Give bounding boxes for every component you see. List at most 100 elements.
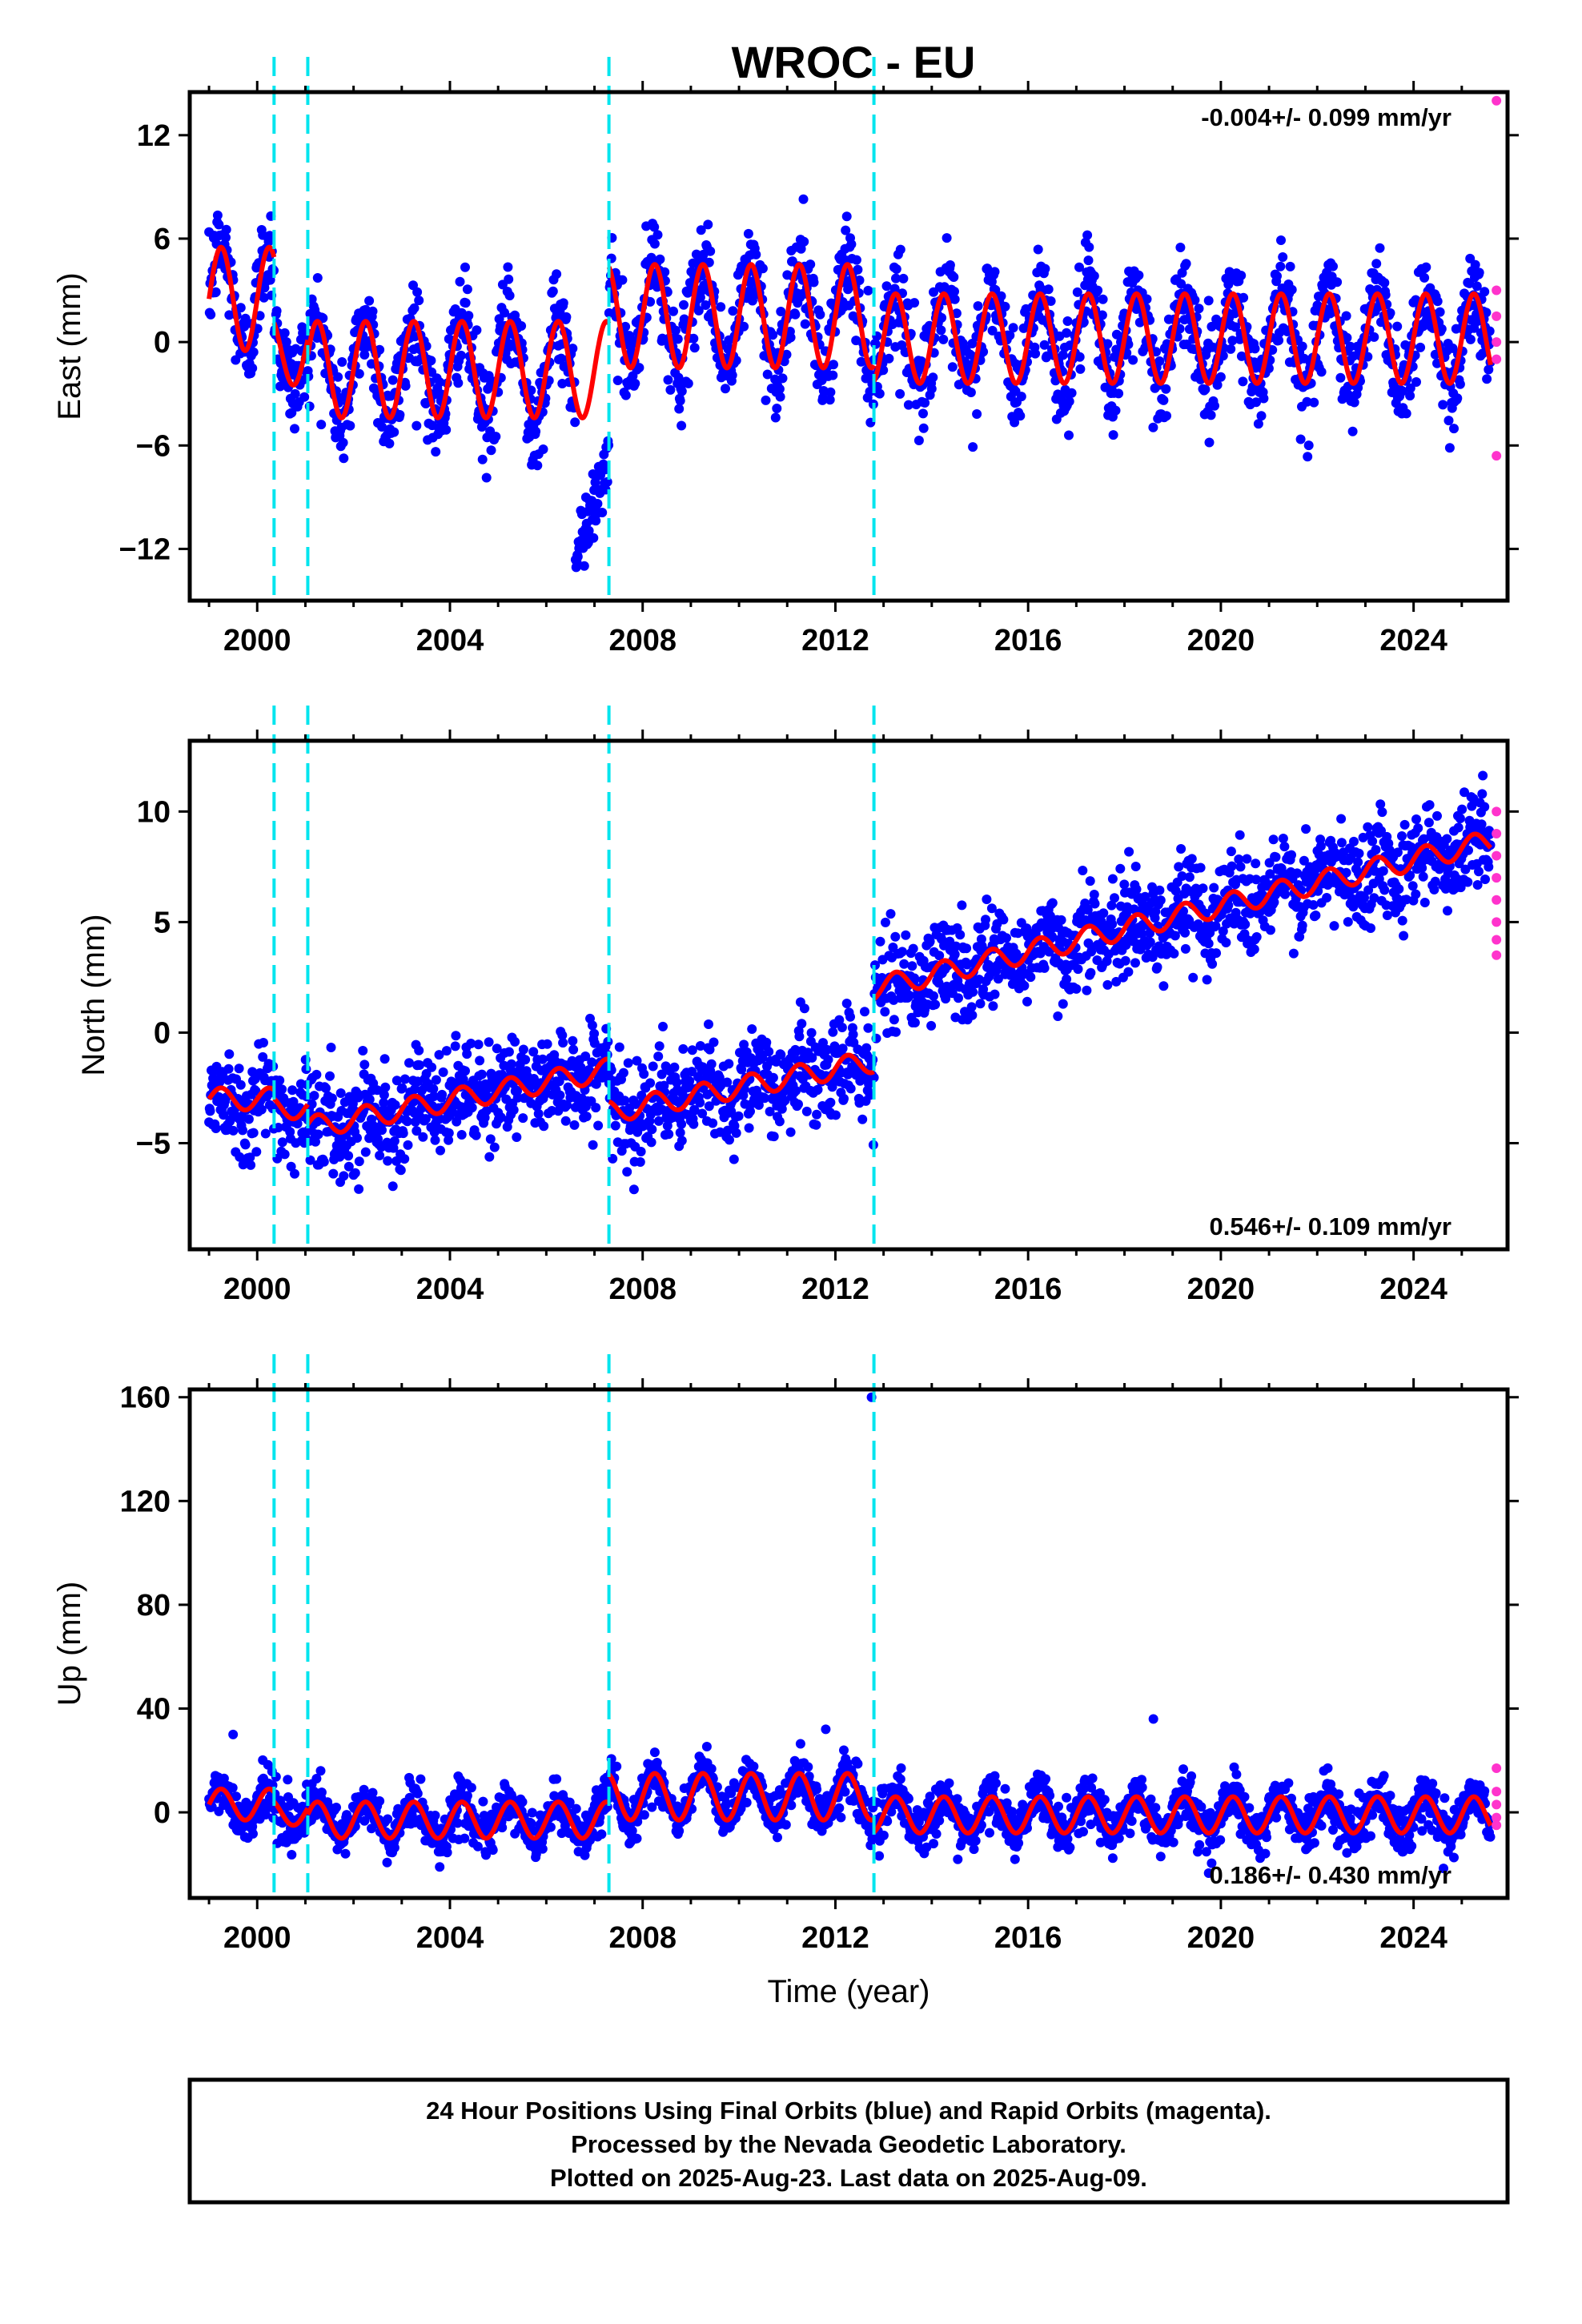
data-point [934, 978, 944, 988]
data-point [418, 1132, 428, 1142]
data-point [907, 961, 917, 971]
data-point [309, 1091, 319, 1101]
data-point [1170, 931, 1180, 941]
data-point [313, 1129, 323, 1140]
data-point [926, 1020, 937, 1031]
data-point [1276, 235, 1286, 245]
data-point [1377, 807, 1387, 818]
data-point [722, 1077, 733, 1088]
data-point [662, 1120, 673, 1131]
data-point [462, 284, 472, 295]
data-point [1040, 263, 1050, 274]
data-point [966, 1002, 977, 1012]
y-tick-label: 12 [137, 119, 171, 153]
data-point [1363, 352, 1373, 362]
data-point [1066, 388, 1077, 398]
data-point [889, 283, 900, 294]
data-point [1218, 351, 1228, 361]
data-point [1375, 243, 1385, 253]
data-point [283, 1775, 293, 1785]
data-point [339, 1171, 349, 1181]
data-point [1093, 285, 1103, 296]
data-point [781, 349, 792, 360]
data-point [1407, 881, 1418, 891]
data-point [1371, 845, 1381, 855]
data-point [677, 1119, 687, 1129]
data-point [1399, 931, 1409, 941]
data-point [895, 388, 905, 399]
data-point [430, 1135, 440, 1145]
data-point [1455, 814, 1465, 823]
data-point [510, 1036, 520, 1047]
data-point [851, 255, 861, 265]
data-point [863, 285, 873, 296]
data-point [1421, 262, 1431, 272]
data-point [429, 1092, 439, 1101]
data-point [790, 309, 801, 320]
data-point [987, 325, 998, 336]
data-point [801, 1106, 812, 1116]
data-point [1089, 271, 1099, 281]
data-point [1478, 348, 1488, 359]
data-point [857, 1114, 868, 1124]
data-point [1033, 244, 1043, 255]
data-point [841, 211, 852, 222]
rapid-orbit-point [1492, 828, 1502, 838]
data-point [1074, 352, 1085, 362]
data-point [617, 275, 628, 285]
model-curve-segment [207, 1085, 276, 1113]
data-point [350, 1168, 360, 1178]
data-point [251, 1147, 262, 1157]
data-point [1082, 905, 1093, 915]
data-point [761, 1037, 772, 1047]
data-point [807, 1052, 817, 1063]
data-point [695, 1041, 705, 1051]
data-point [1371, 259, 1382, 269]
data-point [653, 1116, 664, 1126]
data-point [428, 1084, 439, 1094]
data-point [1043, 284, 1054, 295]
data-point [761, 395, 771, 405]
data-point [945, 260, 955, 270]
data-point [757, 1052, 768, 1063]
data-point [1279, 842, 1290, 852]
data-point [1082, 230, 1093, 240]
data-point [560, 1116, 571, 1126]
data-point [930, 999, 941, 1010]
data-point [1236, 271, 1247, 280]
data-point [904, 990, 914, 1000]
data-point [503, 262, 513, 272]
data-point [1251, 875, 1261, 885]
data-point [950, 287, 959, 296]
data-point [246, 1160, 256, 1170]
data-point [412, 1126, 422, 1136]
data-point [1367, 836, 1378, 846]
data-point [592, 499, 603, 509]
data-point [776, 1050, 786, 1059]
data-point [1130, 862, 1141, 871]
data-point [1272, 271, 1282, 281]
north-plot-area [204, 770, 1496, 1195]
data-point [1315, 841, 1326, 851]
data-point [805, 259, 816, 270]
model-curve-segment [207, 244, 277, 353]
rapid-orbit-point [1492, 950, 1502, 960]
data-point [587, 1020, 597, 1031]
data-point [1064, 396, 1074, 407]
data-point [1336, 838, 1347, 848]
data-point [1378, 866, 1388, 876]
data-point [1265, 869, 1275, 879]
data-point [827, 1082, 837, 1092]
data-point [364, 296, 375, 306]
data-point [1401, 408, 1411, 419]
data-point [967, 1010, 978, 1020]
data-point [689, 1119, 699, 1129]
data-point [665, 384, 676, 395]
data-point [367, 1787, 378, 1798]
data-point [951, 308, 962, 319]
data-point [1438, 400, 1448, 410]
data-point [1134, 270, 1144, 280]
data-point [918, 408, 928, 419]
data-point [1016, 392, 1026, 402]
data-point [557, 1030, 568, 1040]
